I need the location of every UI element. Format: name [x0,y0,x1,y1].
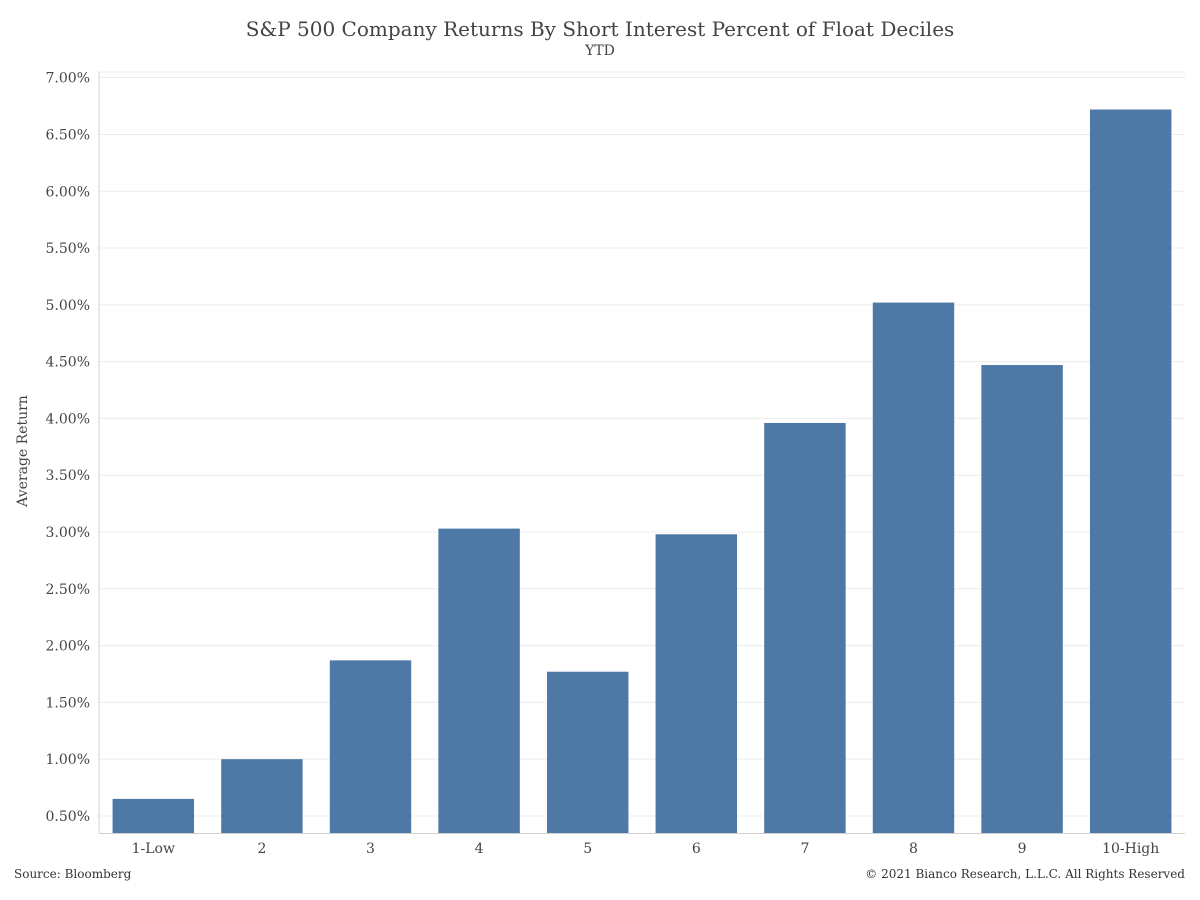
x-tick-label: 3 [366,841,375,857]
y-tick-label: 1.00% [46,752,90,768]
bar [1089,109,1172,834]
x-tick-label: 2 [257,841,266,857]
y-tick-label: 3.50% [46,468,90,484]
y-tick-label: 4.50% [46,355,90,371]
axes [98,72,1185,834]
bar [546,671,629,833]
x-tick-label: 1-Low [132,841,175,857]
y-tick-label: 6.50% [46,127,90,143]
chart-subtitle: YTD [585,43,615,59]
y-tick-label: 4.00% [46,411,90,427]
y-tick-label: 5.00% [46,298,90,314]
bar [655,534,738,833]
x-tick-label: 4 [475,841,484,857]
y-tick-label: 6.00% [46,184,90,200]
x-tick-label: 6 [692,841,701,857]
x-tick-label: 7 [800,841,809,857]
bar [764,422,846,833]
bar [438,528,520,833]
x-tick-label: 10-High [1102,841,1159,857]
x-tick-label: 8 [909,841,918,857]
y-tick-label: 2.00% [46,639,90,655]
x-tick-label: 5 [583,841,592,857]
copyright-note: © 2021 Bianco Research, L.L.C. All Right… [865,867,1185,881]
tick-labels: 0.50% 1.00% 1.50% 2.00% 2.50% 3.00% 3.50% 4.00%… [46,71,1160,857]
bar [329,660,412,833]
y-tick-label: 0.50% [46,809,90,825]
bar [981,365,1063,833]
y-tick-label: 3.00% [46,525,90,541]
y-tick-label: 7.00% [46,71,90,87]
bar [872,302,955,833]
bar [221,759,303,833]
y-tick-label: 5.50% [46,241,90,257]
source-note: Source: Bloomberg [14,867,132,881]
x-tick-label: 9 [1018,841,1027,857]
bar [112,798,195,833]
y-tick-label: 2.50% [46,582,90,598]
y-tick-label: 1.50% [46,695,90,711]
bars [112,109,1172,834]
chart-title: S&P 500 Company Returns By Short Interes… [245,17,955,41]
